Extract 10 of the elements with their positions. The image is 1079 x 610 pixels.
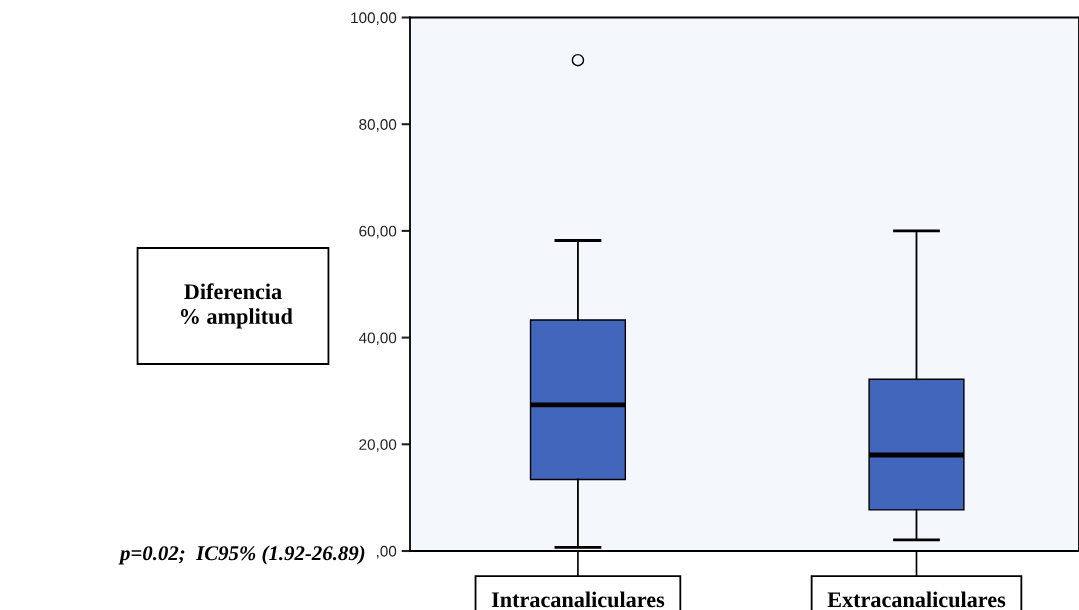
y-tick-label: 100,00 <box>351 12 397 25</box>
y-axis-title: Diferencia % amplitud <box>180 283 293 329</box>
x-tick-label: Extracanaliculares <box>827 591 1006 608</box>
y-tick-label: 20,00 <box>359 439 397 452</box>
text: p=0.02; IC95% (1.92-26.89) <box>118 545 365 565</box>
y-tick-label: 40,00 <box>358 332 397 346</box>
y-tick-label: 80,00 <box>359 119 397 132</box>
y-tick-label: ,00 <box>376 545 397 559</box>
x-tick-label: Intracanaliculares <box>491 591 665 608</box>
y-tick-label: 60,00 <box>359 225 397 239</box>
